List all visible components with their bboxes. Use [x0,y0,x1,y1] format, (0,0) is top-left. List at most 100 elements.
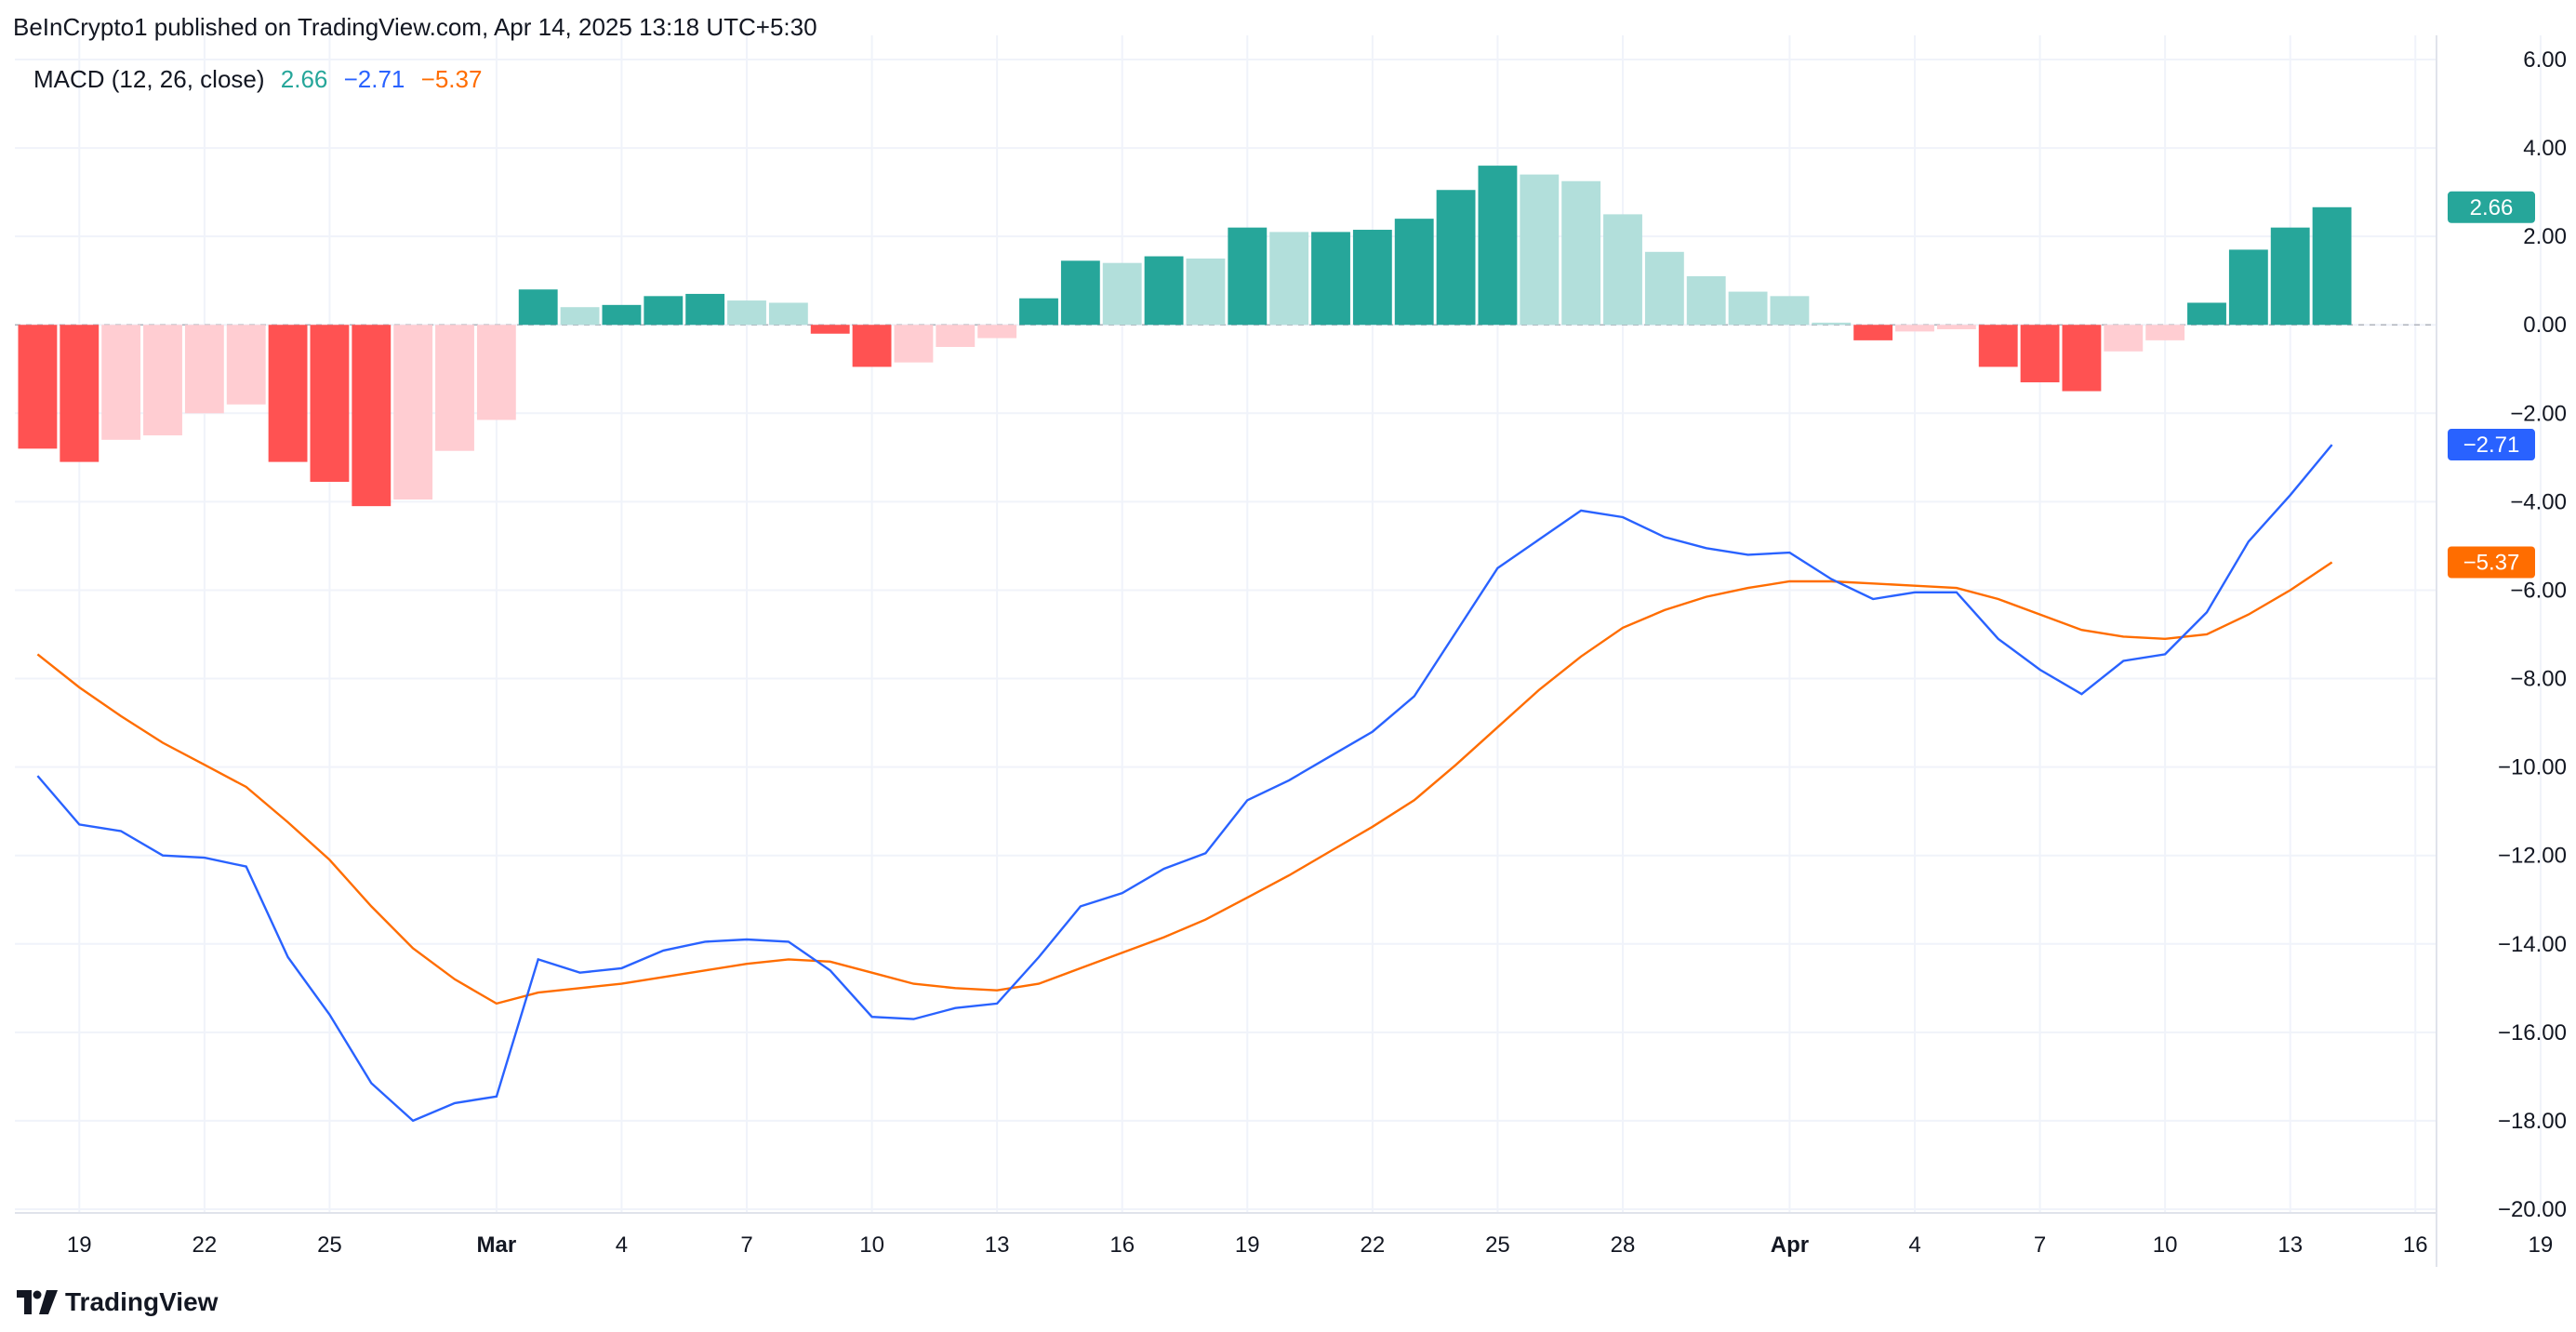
histogram-bar [560,307,600,326]
histogram-bar [1394,219,1434,326]
date-tick-label: 19 [1235,1232,1260,1258]
histogram-bar [226,325,266,405]
histogram-bar [268,325,308,462]
histogram-bar [2312,206,2352,326]
date-tick-label: 16 [1109,1232,1135,1258]
price-tick-label: 4.00 [2523,136,2567,161]
month-tick-label: Mar [477,1232,517,1258]
histogram-bar [810,325,850,334]
histogram-bar [1436,190,1476,326]
date-tick-label: 19 [67,1232,92,1258]
publisher-caption: BeInCrypto1 published on TradingView.com… [13,13,817,41]
histogram-bar [852,325,892,367]
histogram-bar [2062,325,2102,392]
histogram-bar [768,302,808,326]
macd-value: −2.71 [343,65,405,93]
histogram-bar [936,325,976,347]
date-tick-label: 4 [1908,1232,1920,1258]
histogram-bar [1853,325,1893,340]
signal-line [36,561,2333,1006]
histogram-bar [143,325,182,436]
histogram-bar [1060,260,1100,326]
histogram-bar [476,325,516,420]
price-tick-label: −4.00 [2510,489,2567,514]
histogram-last-value-tag-text: 2.66 [2470,195,2514,220]
histogram-bar [1603,214,1642,326]
month-tick-label: Apr [1771,1232,1809,1258]
histogram-bar [894,325,934,363]
price-tick-label: −8.00 [2510,667,2567,692]
histogram-bar [2104,325,2144,352]
date-tick-label: 19 [2529,1232,2554,1258]
histogram-bar [1812,322,1852,326]
price-tick-label: −6.00 [2510,578,2567,603]
histogram-bar [1352,230,1392,326]
histogram-bar [435,325,474,451]
histogram-bar [1978,325,2018,367]
date-tick-label: 16 [2403,1232,2428,1258]
histogram-bar [1019,298,1058,326]
histogram-bar [1520,174,1560,326]
histogram-bar [1686,275,1726,326]
date-tick-label: 10 [2153,1232,2178,1258]
macd-last-value-tag [2448,429,2535,461]
price-tick-label: −20.00 [2498,1197,2567,1222]
date-tick-label: 22 [1361,1232,1386,1258]
date-tick-label: 25 [317,1232,342,1258]
price-tick-label: −18.00 [2498,1109,2567,1134]
brand-name: TradingView [65,1287,219,1316]
macd-last-value-tag-text: −2.71 [2463,433,2520,458]
histogram-bar [60,325,100,462]
grid [15,35,2542,1213]
histogram-bar [2187,302,2226,326]
date-tick-label: 10 [859,1232,884,1258]
histogram-bar [685,293,725,326]
price-tick-label: −16.00 [2498,1020,2567,1046]
price-tick-label: −12.00 [2498,844,2567,869]
date-tick-label: 25 [1485,1232,1510,1258]
price-tick-label: −14.00 [2498,932,2567,957]
histogram-bar [2145,325,2185,340]
histogram-bar [977,325,1017,339]
date-tick-label: 28 [1611,1232,1636,1258]
histogram-bar [184,325,224,414]
price-tick-label: 0.00 [2523,313,2567,338]
histogram-value: 2.66 [280,65,328,93]
indicator-legend[interactable]: MACD (12, 26, close) 2.66 −2.71 −5.37 [33,65,491,94]
histogram-bar [1770,296,1810,326]
price-axis[interactable]: 6.00 4.00 2.00 0.00 −2.00 −4.00 −6.00 −8.00 −10.… [2498,47,2567,1222]
date-tick-label: 13 [985,1232,1010,1258]
histogram-bar [2020,325,2060,383]
time-axis[interactable]: 19 22 25 Mar 4 7 10 13 16 19 22 25 28 Apr 4 7 10 13 16 19 [67,1232,2553,1258]
tradingview-brand[interactable]: TradingView [17,1287,218,1317]
signal-last-value-tag [2448,546,2535,579]
histogram-bar [1228,227,1268,326]
tradingview-logo-icon [17,1290,58,1314]
histogram-bar [1478,166,1518,326]
histogram-bar [518,289,558,326]
histogram-series [18,166,2352,507]
date-tick-label: 7 [2034,1232,2046,1258]
histogram-bar [352,325,392,507]
histogram-bar [101,325,141,440]
last-value-tags: 2.66 −2.71 −5.37 [2448,191,2535,579]
histogram-bar [1144,256,1184,326]
histogram-bar [1936,325,1976,329]
signal-value: −5.37 [420,65,483,93]
histogram-bar [1311,232,1350,326]
histogram-bar [1728,291,1768,326]
macd-line [36,444,2333,1123]
histogram-bar [310,325,350,482]
histogram-bar [1561,180,1601,326]
histogram-bar [393,325,433,500]
date-tick-label: 7 [740,1232,752,1258]
indicator-title: MACD (12, 26, close) [33,65,265,93]
histogram-bar [18,325,58,449]
histogram-bar [2270,227,2310,326]
histogram-bar [644,296,684,326]
signal-last-value-tag-text: −5.37 [2463,551,2520,576]
histogram-bar [2228,249,2268,326]
histogram-bar [1186,258,1226,326]
histogram-bar [602,304,642,326]
